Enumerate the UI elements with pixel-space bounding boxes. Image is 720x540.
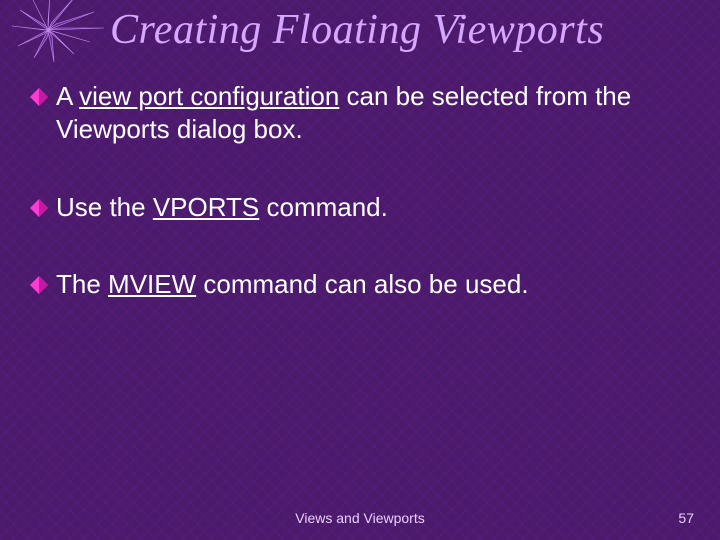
slide: Creating Floating Viewports A view port … bbox=[0, 0, 720, 540]
text-run: command can also be used. bbox=[196, 269, 528, 299]
bullet-item: A view port configuration can be selecte… bbox=[30, 80, 690, 147]
page-number: 57 bbox=[678, 510, 694, 526]
bullet-text: A view port configuration can be selecte… bbox=[56, 80, 690, 147]
text-run: view port configuration bbox=[79, 81, 339, 111]
bullet-text: The MVIEW command can also be used. bbox=[56, 268, 690, 301]
diamond-bullet-icon bbox=[30, 199, 48, 217]
text-run: A bbox=[56, 81, 79, 111]
body-area: A view port configuration can be selecte… bbox=[30, 80, 690, 345]
bullet-item: Use the VPORTS command. bbox=[30, 191, 690, 224]
text-run: Use the bbox=[56, 192, 153, 222]
text-run: command. bbox=[259, 192, 388, 222]
bullet-text: Use the VPORTS command. bbox=[56, 191, 690, 224]
diamond-bullet-icon bbox=[30, 88, 48, 106]
diamond-bullet-icon bbox=[30, 276, 48, 294]
text-run: VPORTS bbox=[153, 192, 259, 222]
footer-center: Views and Viewports bbox=[0, 510, 720, 526]
slide-title: Creating Floating Viewports bbox=[110, 6, 720, 54]
text-run: The bbox=[56, 269, 108, 299]
title-area: Creating Floating Viewports bbox=[0, 6, 720, 54]
bullet-item: The MVIEW command can also be used. bbox=[30, 268, 690, 301]
text-run: MVIEW bbox=[108, 269, 196, 299]
